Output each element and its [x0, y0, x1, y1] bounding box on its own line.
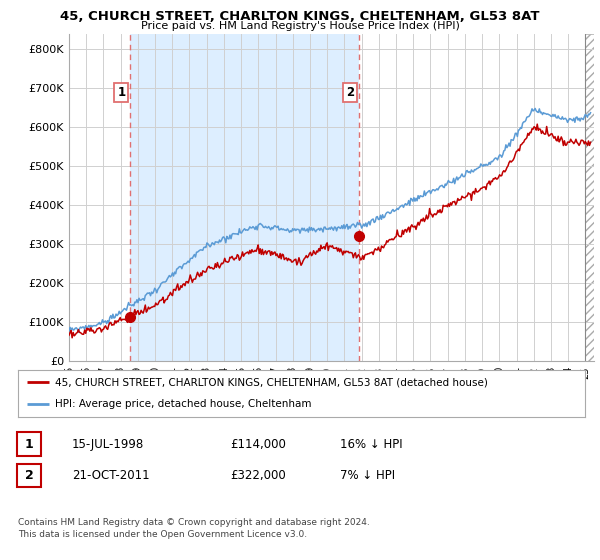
Bar — [586, 34, 594, 361]
Text: 2: 2 — [25, 469, 34, 482]
Text: 45, CHURCH STREET, CHARLTON KINGS, CHELTENHAM, GL53 8AT: 45, CHURCH STREET, CHARLTON KINGS, CHELT… — [60, 10, 540, 23]
Text: 15-JUL-1998: 15-JUL-1998 — [72, 437, 144, 450]
Text: 1: 1 — [117, 86, 125, 99]
Text: 16% ↓ HPI: 16% ↓ HPI — [340, 437, 403, 450]
Text: 21-OCT-2011: 21-OCT-2011 — [72, 469, 149, 482]
Text: 45, CHURCH STREET, CHARLTON KINGS, CHELTENHAM, GL53 8AT (detached house): 45, CHURCH STREET, CHARLTON KINGS, CHELT… — [55, 377, 488, 388]
Text: 7% ↓ HPI: 7% ↓ HPI — [340, 469, 395, 482]
Text: £322,000: £322,000 — [230, 469, 286, 482]
FancyBboxPatch shape — [17, 464, 41, 487]
Text: Price paid vs. HM Land Registry's House Price Index (HPI): Price paid vs. HM Land Registry's House … — [140, 21, 460, 31]
Text: Contains HM Land Registry data © Crown copyright and database right 2024.
This d: Contains HM Land Registry data © Crown c… — [18, 518, 370, 539]
Text: 1: 1 — [25, 437, 34, 450]
FancyBboxPatch shape — [17, 432, 41, 456]
Text: 2: 2 — [346, 86, 354, 99]
Bar — [130, 34, 359, 361]
Text: HPI: Average price, detached house, Cheltenham: HPI: Average price, detached house, Chel… — [55, 399, 311, 409]
Text: £114,000: £114,000 — [230, 437, 286, 450]
